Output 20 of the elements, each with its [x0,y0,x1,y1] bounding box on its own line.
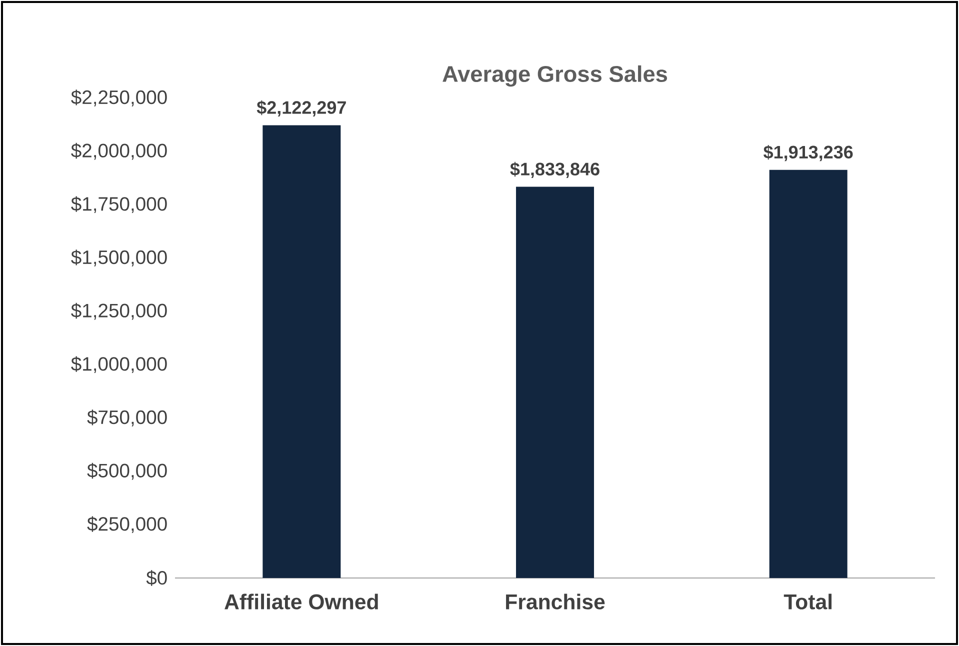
bar [262,125,341,578]
y-tick-label: $750,000 [87,410,167,426]
bar [769,170,848,578]
bar [516,186,594,578]
y-tick-label: $2,250,000 [71,90,167,106]
data-label: $1,833,846 [510,162,600,178]
y-tick-label: $500,000 [87,462,167,480]
x-tick-label: Franchise [506,594,605,610]
data-label: $1,913,236 [764,144,853,162]
data-label: $2,122,297 [256,100,346,117]
x-tick-label: Affiliate Owned [224,594,378,610]
y-tick-label: $2,000,000 [71,142,167,160]
y-tick-label: $1,000,000 [71,356,167,374]
y-tick-label: $1,500,000 [71,250,167,266]
y-tick-label: $1,250,000 [71,302,167,320]
y-tick-label: $0 [146,570,167,586]
chart-title: Average Gross Sales [442,65,668,87]
y-tick-label: $1,750,000 [71,196,167,214]
y-tick-label: $250,000 [87,516,167,534]
x-tick-label: Total [784,594,832,610]
